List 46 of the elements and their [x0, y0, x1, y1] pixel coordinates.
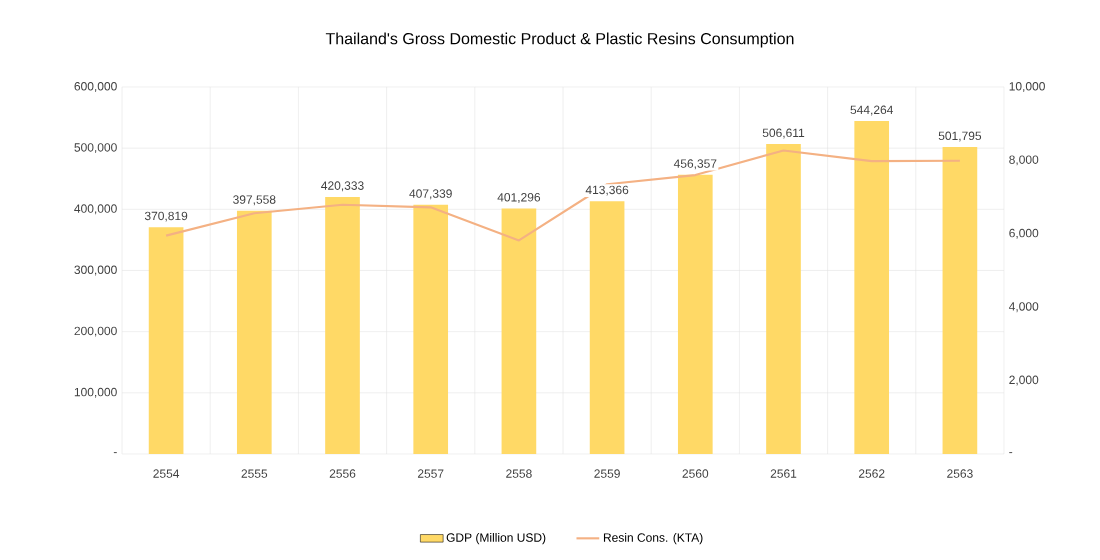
y-tick-label: 400,000	[74, 204, 117, 215]
y2-tick-label: 8,000	[1009, 155, 1039, 166]
data-label: 370,819	[144, 211, 188, 222]
x-tick-label: 2563	[947, 469, 973, 478]
y-tick-label: -	[113, 452, 117, 454]
y2-tick-label: -	[1009, 452, 1013, 454]
chart-title: Thailand's Gross Domestic Product & Plastic Resins Consumption	[325, 32, 794, 48]
bar	[589, 201, 625, 454]
data-label: 501,795	[938, 131, 982, 142]
y-tick-label: 600,000	[74, 82, 117, 92]
data-label: 407,339	[409, 189, 452, 200]
data-label: 413,366	[585, 185, 629, 196]
bar	[677, 174, 713, 454]
x-tick-label: 2561	[770, 469, 797, 478]
y2-tick-label: 6,000	[1009, 228, 1039, 239]
data-label: 506,611	[762, 128, 805, 139]
bar	[413, 204, 449, 454]
bar	[148, 227, 184, 454]
data-label: 401,296	[497, 193, 541, 203]
x-tick-label: 2558	[506, 469, 532, 478]
bar	[766, 144, 801, 454]
data-label: 456,357	[673, 159, 717, 170]
y2-tick-label: 10,000	[1009, 82, 1045, 92]
y-tick-label: 200,000	[74, 326, 117, 337]
legend-label: Resin Cons. (KTA)	[603, 532, 703, 545]
y-tick-label: 300,000	[74, 265, 117, 276]
x-tick-label: 2554	[153, 469, 180, 478]
y2-tick-label: 2,000	[1009, 375, 1039, 386]
y-tick-label: 100,000	[74, 387, 117, 398]
legend-label: GDP (Million USD)	[446, 532, 546, 545]
x-tick-label: 2560	[682, 469, 709, 478]
bar	[942, 147, 978, 454]
x-tick-label: 2557	[417, 469, 444, 478]
x-tick-label: 2562	[858, 469, 885, 478]
x-tick-label: 2555	[241, 469, 268, 478]
y-tick-label: 500,000	[74, 143, 117, 154]
data-label: 397,558	[233, 195, 276, 206]
bar	[236, 210, 272, 454]
bar	[325, 196, 360, 454]
data-label: 420,333	[321, 181, 364, 192]
x-tick-label: 2556	[329, 469, 356, 478]
bar	[854, 121, 890, 454]
x-tick-label: 2559	[594, 469, 620, 478]
data-label: 544,264	[850, 105, 894, 116]
bar	[501, 208, 537, 454]
y2-tick-label: 4,000	[1008, 302, 1039, 313]
